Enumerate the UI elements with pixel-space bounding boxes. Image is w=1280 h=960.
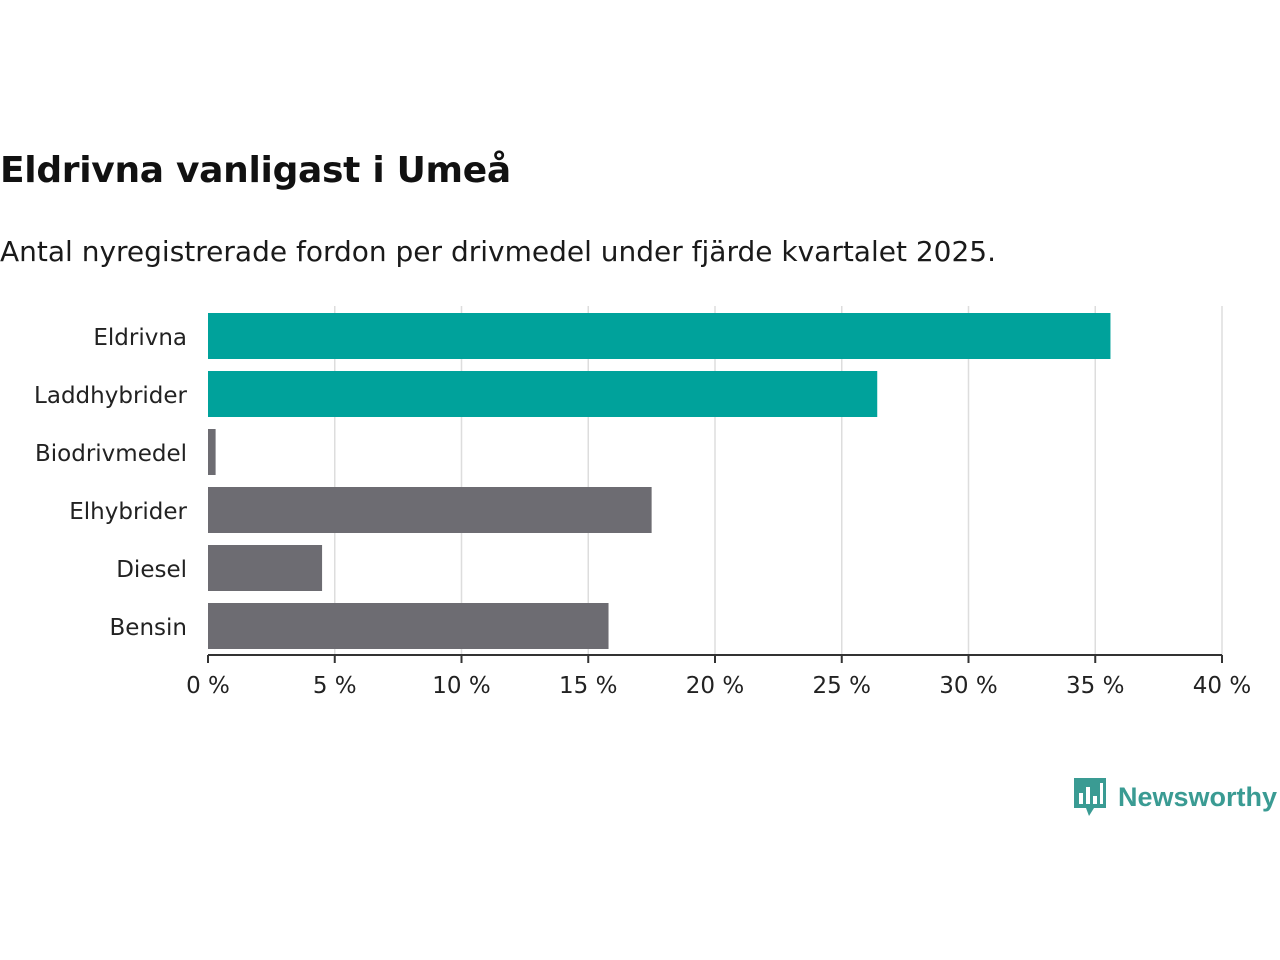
x-tick-label: 0 % — [186, 673, 230, 699]
category-label: Biodrivmedel — [35, 441, 187, 467]
logo-bar-4 — [1100, 783, 1103, 804]
logo-bar-1 — [1079, 793, 1083, 804]
x-tick-label: 20 % — [686, 673, 744, 699]
logo-bar-2 — [1086, 787, 1090, 804]
category-label: Diesel — [116, 557, 187, 583]
x-axis: 0 % 5 % 10 % 15 % 20 % 25 % 30 % 35 % 40 % — [186, 654, 1251, 699]
bar-elhybrider — [208, 487, 652, 533]
bar-bensin — [208, 603, 609, 649]
logo-text: Newsworthy — [1118, 781, 1278, 812]
category-label: Elhybrider — [69, 499, 187, 525]
bar-laddhybrider — [208, 371, 878, 417]
x-tick-label: 5 % — [313, 673, 357, 699]
category-label: Bensin — [110, 615, 187, 641]
x-tick-label: 10 % — [432, 673, 490, 699]
newsworthy-logo: Newsworthy — [1072, 776, 1277, 818]
x-tick-label: 25 % — [813, 673, 871, 699]
logo-bar-3 — [1093, 796, 1097, 804]
bar-diesel — [208, 545, 323, 591]
bars — [208, 313, 1111, 649]
chart-title: Eldrivna vanligast i Umeå — [0, 150, 511, 191]
x-tick-label: 40 % — [1193, 673, 1251, 699]
bar-chart-speech-bubble-icon — [1074, 778, 1106, 816]
chart-subtitle: Antal nyregistrerade fordon per drivmede… — [0, 235, 997, 268]
x-tick-label: 15 % — [559, 673, 617, 699]
bar-biodrivmedel — [208, 429, 216, 475]
category-label: Laddhybrider — [34, 383, 187, 409]
bar-eldrivna — [208, 313, 1111, 359]
category-label: Eldrivna — [93, 325, 187, 351]
x-tick-label: 30 % — [939, 673, 997, 699]
grid-lines — [334, 306, 1223, 655]
category-labels: Eldrivna Laddhybrider Biodrivmedel Elhybrid… — [34, 325, 187, 641]
x-tick-label: 35 % — [1066, 673, 1124, 699]
